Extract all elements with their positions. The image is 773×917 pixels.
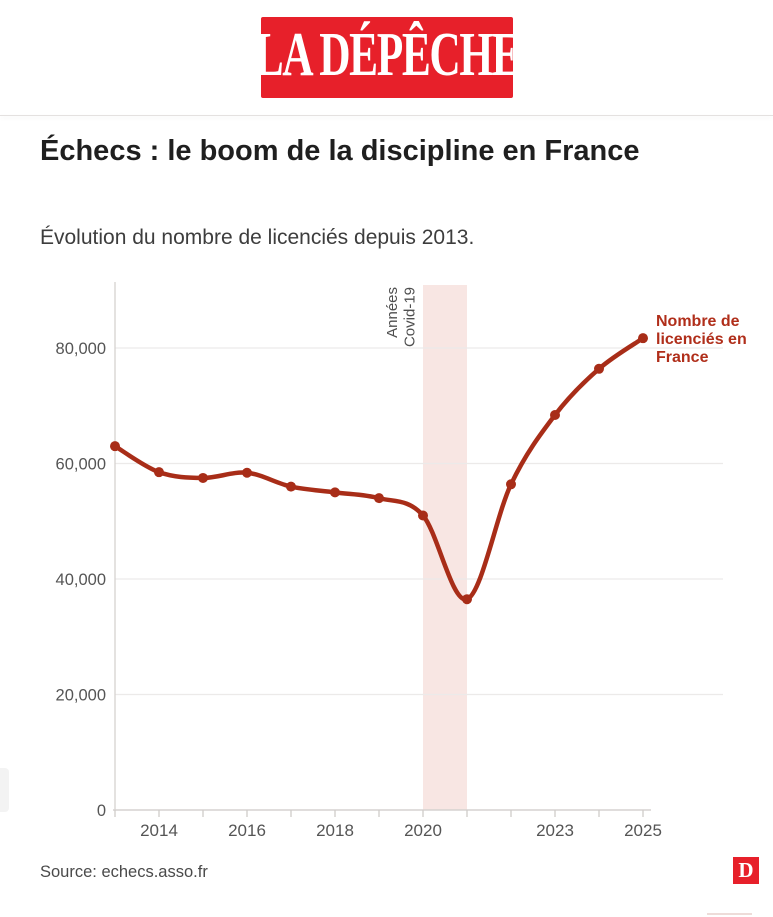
data-point xyxy=(374,493,384,504)
x-tick-label: 2025 xyxy=(624,821,662,840)
data-point xyxy=(286,481,296,492)
article-subtitle: Évolution du nombre de licenciés depuis … xyxy=(40,226,475,249)
y-tick-label: 40,000 xyxy=(56,571,106,589)
data-point xyxy=(330,487,340,498)
ladepeche-d-badge: D xyxy=(733,857,759,884)
data-point xyxy=(198,472,208,483)
x-tick-label: 2014 xyxy=(140,821,178,840)
series-label-line: licenciés en xyxy=(656,331,747,348)
header-divider xyxy=(0,115,773,116)
bottom-edge-artifact xyxy=(707,913,752,915)
chart-svg: 0 20,000 40,000 60,000 80,000 2014 2016 2018 202… xyxy=(56,282,747,840)
x-tick-label: 2020 xyxy=(404,821,442,840)
y-tick-label: 20,000 xyxy=(56,687,106,705)
source-caption: Source: echecs.asso.fr xyxy=(40,863,208,881)
data-point xyxy=(154,467,164,478)
data-point xyxy=(638,333,648,344)
ladepeche-logo: LA DÉPÊCHE xyxy=(254,17,520,98)
data-point xyxy=(462,594,472,605)
x-tick-label: 2016 xyxy=(228,821,266,840)
data-point xyxy=(506,479,516,490)
series-label-line: France xyxy=(656,349,709,366)
y-tick-label: 0 xyxy=(97,802,106,820)
ladepeche-d-letter: D xyxy=(738,858,754,882)
ladepeche-logo-text: LA DÉPÊCHE xyxy=(254,20,520,89)
y-tick-label: 60,000 xyxy=(56,456,106,474)
data-point xyxy=(550,409,560,420)
y-tick-label: 80,000 xyxy=(56,340,106,358)
data-point xyxy=(242,467,252,478)
series-label-line: Nombre de xyxy=(656,313,740,330)
left-edge-artifact xyxy=(0,768,9,812)
x-tick-label: 2018 xyxy=(316,821,354,840)
x-tick-label: 2023 xyxy=(536,821,574,840)
covid-band xyxy=(423,285,467,810)
covid-band-label: AnnéesCovid-19 xyxy=(384,287,419,347)
data-point xyxy=(418,510,428,521)
data-point xyxy=(594,363,604,374)
licensees-line-chart: 0 20,000 40,000 60,000 80,000 2014 2016 2018 202… xyxy=(0,270,773,855)
data-point xyxy=(110,441,120,452)
article-title: Échecs : le boom de la discipline en Fra… xyxy=(40,135,640,167)
series-line xyxy=(112,335,646,602)
